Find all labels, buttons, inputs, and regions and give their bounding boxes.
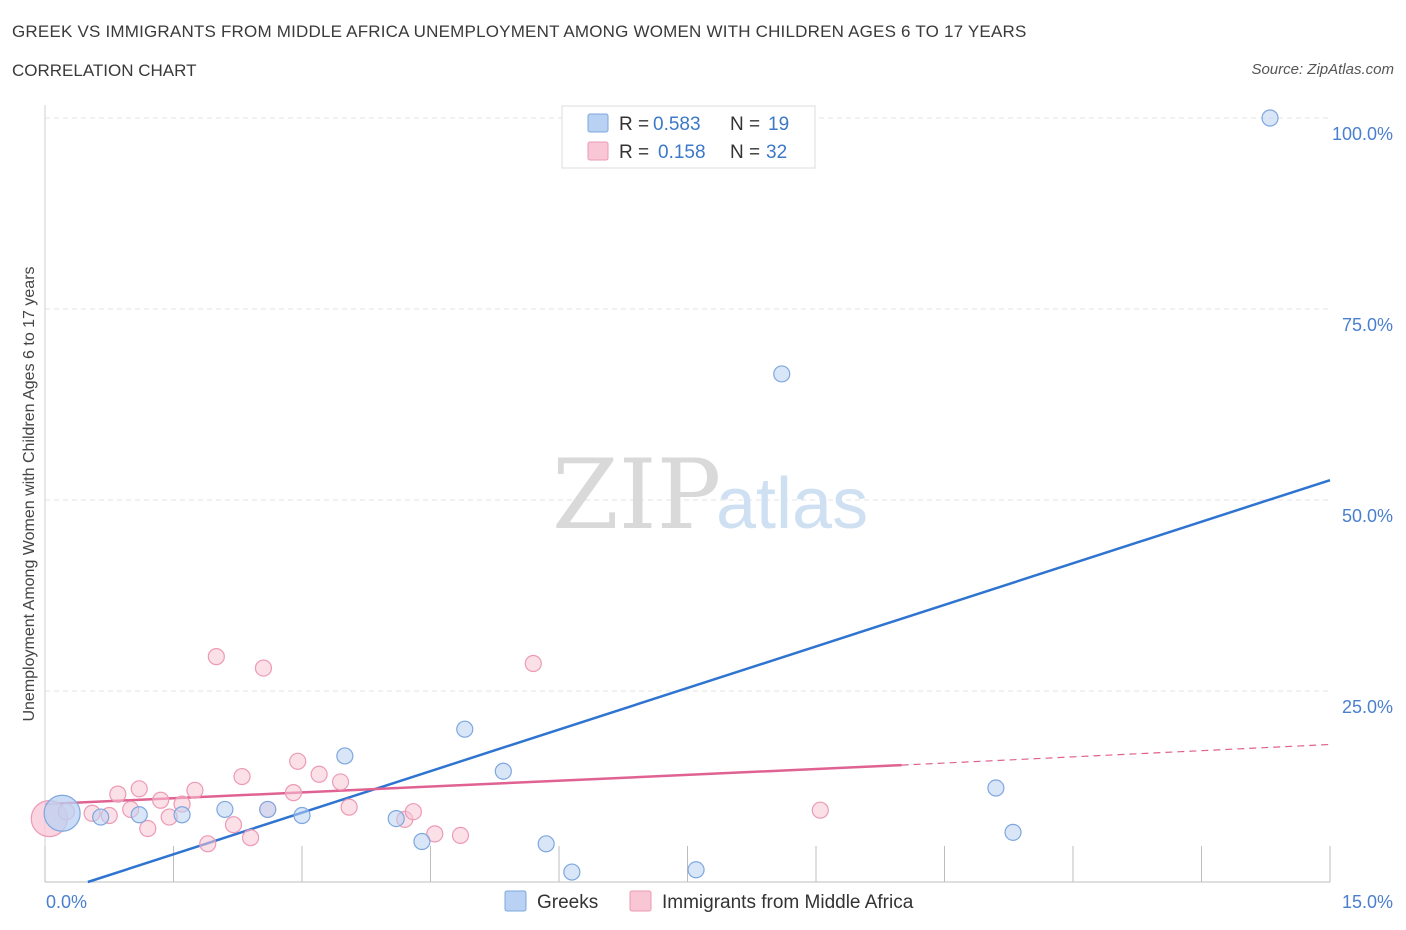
point-greeks-17 [1005,824,1021,840]
point-greeks-5 [260,801,276,817]
legend-greeks-n-value: 19 [768,114,789,135]
legend-greeks-n-label: N = [730,114,760,135]
point-africa-19 [285,785,301,801]
legend-bottom-swatch-greeks [505,891,526,911]
point-africa-21 [311,766,327,782]
point-greeks-14 [688,862,704,878]
legend-bottom-greeks: Greeks [537,892,598,913]
point-africa-22 [333,774,349,790]
legend-africa-r-value: 0.158 [658,142,706,163]
watermark-zip: ZIP [552,439,721,551]
point-africa-8 [153,792,169,808]
trend-line-africa [45,765,902,804]
point-africa-15 [234,769,250,785]
point-africa-29 [812,802,828,818]
trend-line-africa-dashed [902,744,1330,765]
point-greeks-15 [774,366,790,382]
point-africa-25 [405,804,421,820]
point-greeks-16 [988,780,1004,796]
point-africa-7 [140,821,156,837]
point-greeks-9 [414,834,430,850]
grid-lines [45,118,1330,691]
point-africa-17 [255,660,271,676]
x-tick-label-0: 0.0% [46,892,87,912]
y-tick-label-0: 25.0% [1342,697,1393,717]
legend-greeks-r-label: R = [619,114,649,135]
point-africa-4 [110,786,126,802]
point-africa-12 [200,836,216,852]
point-greeks-0 [44,795,80,831]
legend-africa-r-label: R = [619,142,649,163]
point-greeks-1 [93,809,109,825]
point-greeks-11 [495,763,511,779]
zipatlas-watermark: ZIP atlas [552,439,868,551]
point-greeks-18 [1262,110,1278,126]
point-greeks-2 [131,807,147,823]
point-africa-20 [290,753,306,769]
point-africa-13 [208,649,224,665]
point-africa-28 [525,655,541,671]
point-africa-6 [131,781,147,797]
y-tick-label-3: 100.0% [1332,124,1393,144]
legend-greeks-r-value: 0.583 [653,114,701,135]
point-greeks-3 [174,807,190,823]
watermark-atlas: atlas [716,464,868,544]
y-tick-label-2: 75.0% [1342,315,1393,335]
legend-bottom-africa: Immigrants from Middle Africa [662,892,914,913]
legend-africa-n-value: 32 [766,142,787,163]
y-axis-label: Unemployment Among Women with Children A… [21,266,38,721]
legend-africa-n-label: N = [730,142,760,163]
point-greeks-6 [294,808,310,824]
point-africa-23 [341,799,357,815]
scatter-chart: ZIP atlas 25.0% 50.0% 75.0% 100.0% 0.0% 15.0%… [0,0,1406,930]
legend-bottom-swatch-africa [630,891,651,911]
point-africa-11 [187,782,203,798]
point-greeks-7 [337,748,353,764]
point-africa-27 [452,827,468,843]
y-tick-label-1: 50.0% [1342,506,1393,526]
point-greeks-12 [538,836,554,852]
point-greeks-13 [564,864,580,880]
point-greeks-4 [217,801,233,817]
point-greeks-8 [388,811,404,827]
point-africa-14 [225,817,241,833]
x-tick-label-1: 15.0% [1342,892,1393,912]
legend-swatch-greeks [588,114,608,132]
legend-swatch-africa [588,142,608,160]
correlation-legend: R = 0.583 N = 19 R = 0.158 N = 32 [562,106,815,168]
point-greeks-10 [457,721,473,737]
point-africa-16 [243,830,259,846]
series-legend: Greeks Immigrants from Middle Africa [505,891,914,913]
